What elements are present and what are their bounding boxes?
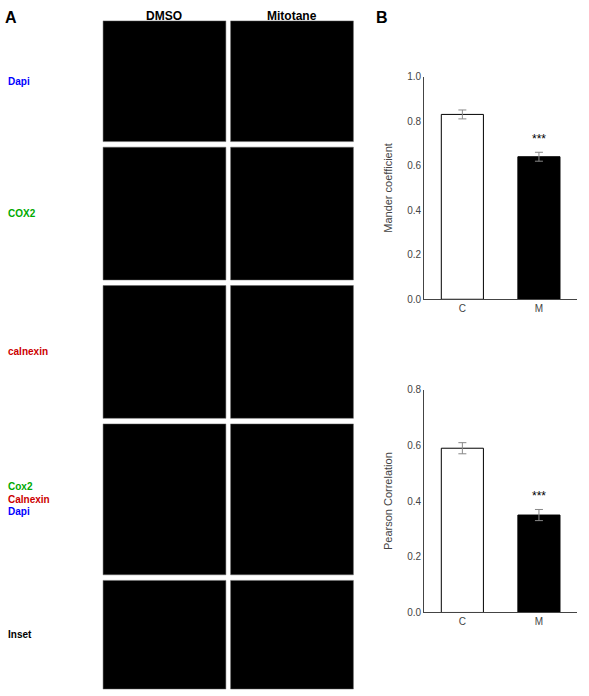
svg-text:Mander coefficient: Mander coefficient	[382, 143, 394, 233]
svg-text:DMSO: DMSO	[146, 9, 182, 23]
svg-text:Calnexin: Calnexin	[8, 494, 50, 505]
svg-text:B: B	[376, 9, 388, 26]
svg-text:0.4: 0.4	[407, 205, 421, 216]
svg-text:0.2: 0.2	[407, 249, 421, 260]
svg-text:0.6: 0.6	[407, 440, 421, 451]
svg-text:0.8: 0.8	[407, 384, 421, 395]
svg-text:0.0: 0.0	[407, 607, 421, 618]
svg-text:Dapi: Dapi	[8, 76, 30, 87]
svg-text:Dapi: Dapi	[8, 506, 30, 517]
svg-text:Mitotane: Mitotane	[267, 9, 317, 23]
svg-text:M: M	[535, 303, 543, 314]
svg-text:M: M	[535, 616, 543, 627]
svg-text:0.4: 0.4	[407, 496, 421, 507]
svg-text:Inset: Inset	[8, 629, 32, 640]
svg-text:1.0: 1.0	[407, 71, 421, 82]
svg-text:COX2: COX2	[8, 208, 36, 219]
svg-text:C: C	[459, 616, 466, 627]
svg-text:calnexin: calnexin	[8, 346, 48, 357]
svg-text:0.2: 0.2	[407, 551, 421, 562]
svg-text:Cox2: Cox2	[8, 481, 33, 492]
svg-text:Pearson Correlation: Pearson Correlation	[382, 452, 394, 550]
svg-text:0.0: 0.0	[407, 294, 421, 305]
svg-text:C: C	[459, 303, 466, 314]
svg-text:A: A	[5, 9, 17, 26]
svg-text:0.6: 0.6	[407, 160, 421, 171]
svg-text:***: ***	[532, 489, 546, 503]
svg-text:0.8: 0.8	[407, 116, 421, 127]
svg-text:***: ***	[532, 132, 546, 146]
